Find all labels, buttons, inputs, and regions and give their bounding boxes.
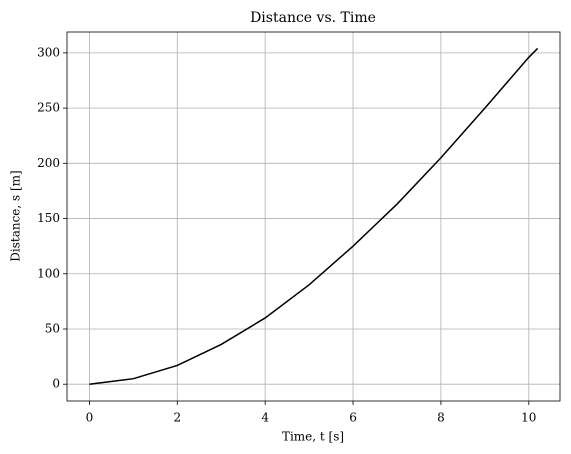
y-tick-label: 100 [37, 266, 60, 280]
plot-frame [66, 31, 561, 402]
x-tick-label: 6 [349, 411, 357, 425]
x-tick-label: 4 [261, 411, 269, 425]
x-tick-label: 8 [437, 411, 445, 425]
y-tick-label: 0 [52, 377, 60, 391]
y-tick-label: 200 [37, 156, 60, 170]
chart-title: Distance vs. Time [250, 10, 376, 26]
data-line [89, 47, 539, 385]
y-axis-label: Distance, s [m] [9, 170, 23, 262]
y-tick-label: 50 [45, 321, 60, 335]
y-tick-label: 150 [37, 211, 60, 225]
y-tick-label: 300 [37, 45, 60, 59]
x-axis-label: Time, t [s] [282, 430, 344, 444]
x-tick-label: 10 [521, 411, 536, 425]
x-tick-label: 2 [173, 411, 181, 425]
x-tick-label: 0 [86, 411, 94, 425]
y-tick-label: 250 [37, 101, 60, 115]
